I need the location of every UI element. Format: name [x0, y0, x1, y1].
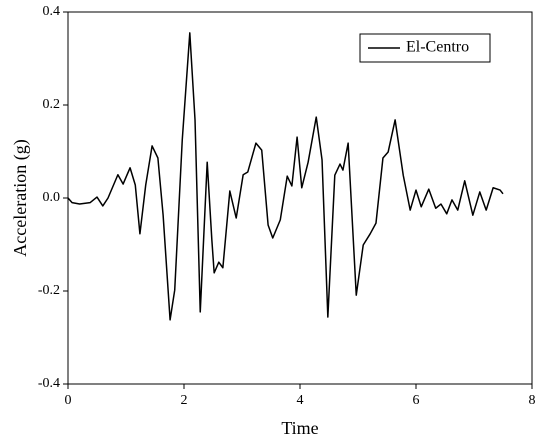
x-tick-label: 8: [529, 393, 536, 408]
legend-label: El-Centro: [406, 39, 469, 56]
x-tick-label: 2: [181, 393, 188, 408]
x-tick-label: 4: [297, 393, 304, 408]
y-axis-title: Acceleration (g): [10, 139, 31, 256]
x-tick-label: 0: [65, 393, 72, 408]
plot-frame: [67, 11, 533, 385]
data-line: [67, 32, 504, 321]
x-axis-title: Time: [281, 418, 318, 438]
y-tick-label: 0.0: [43, 190, 61, 205]
y-tick-label: -0.4: [38, 376, 60, 391]
x-tick-label: 6: [413, 393, 420, 408]
y-tick-label: 0.4: [43, 4, 61, 19]
y-tick-label: 0.2: [43, 97, 61, 112]
y-tick-label: -0.2: [38, 283, 60, 298]
legend-box: [359, 33, 491, 63]
